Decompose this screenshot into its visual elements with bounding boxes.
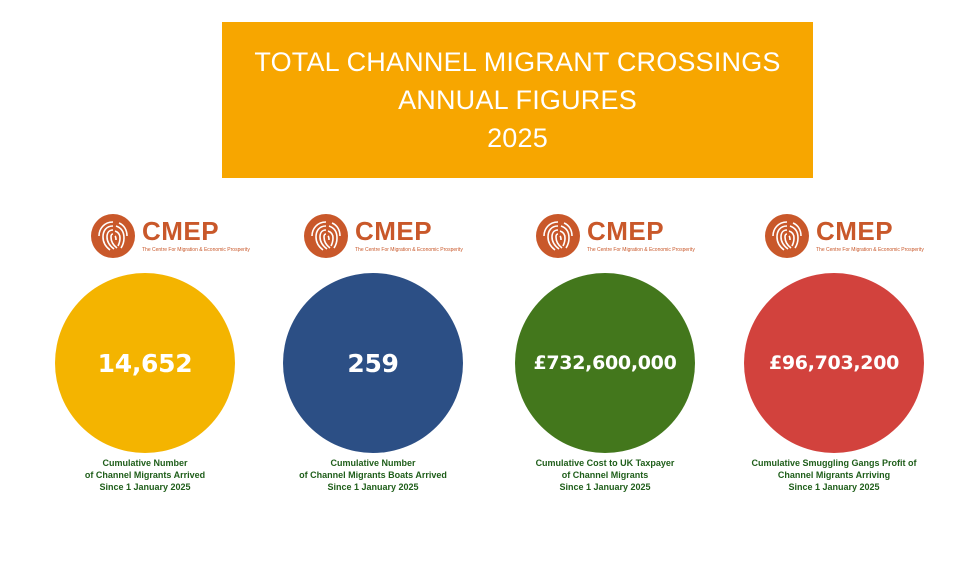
stat-card-boats: CMEP The Centre For Migration & Economic…: [263, 205, 483, 505]
logo-tagline: The Centre For Migration & Economic Pros…: [587, 247, 695, 253]
stat-circle-migrants: 14,652: [55, 273, 235, 453]
banner-title-line-3: 2025: [487, 123, 548, 153]
stat-circle-smuggling-profit: £96,703,200: [744, 273, 924, 453]
fingerprint-logo-icon: [765, 214, 809, 258]
cmep-logo: CMEP The Centre For Migration & Economic…: [535, 213, 695, 261]
caption-line: of Channel Migrants: [561, 470, 649, 480]
logo-wordmark: CMEP: [142, 216, 220, 246]
stat-card-smuggling-profit: CMEP The Centre For Migration & Economic…: [724, 205, 944, 505]
logo-wordmark: CMEP: [816, 216, 894, 246]
caption-line: Cumulative Cost to UK Taxpayer: [535, 458, 675, 468]
stat-caption-boats: Cumulative Number of Channel Migrants Bo…: [263, 457, 483, 493]
logo-wordmark: CMEP: [587, 216, 665, 246]
caption-line: of Channel Migrants Boats Arrived: [299, 470, 447, 480]
stat-circle-taxpayer-cost: £732,600,000: [515, 273, 695, 453]
stat-value-taxpayer-cost: £732,600,000: [533, 352, 677, 374]
caption-line: Since 1 January 2025: [559, 482, 651, 492]
logo-tagline: The Centre For Migration & Economic Pros…: [355, 247, 463, 253]
caption-line: Since 1 January 2025: [99, 482, 191, 492]
cmep-logo: CMEP The Centre For Migration & Economic…: [303, 213, 463, 261]
title-banner: TOTAL CHANNEL MIGRANT CROSSINGS ANNUAL F…: [222, 22, 813, 178]
caption-line: Cumulative Number: [102, 458, 188, 468]
banner-title-line-2: ANNUAL FIGURES: [398, 85, 637, 115]
caption-line: Since 1 January 2025: [327, 482, 419, 492]
caption-line: Channel Migrants Arriving: [777, 470, 891, 480]
fingerprint-logo-icon: [304, 214, 348, 258]
logo-wordmark: CMEP: [355, 216, 433, 246]
stat-card-migrants: CMEP The Centre For Migration & Economic…: [35, 205, 255, 505]
cmep-logo: CMEP The Centre For Migration & Economic…: [90, 213, 250, 261]
logo-tagline: The Centre For Migration & Economic Pros…: [816, 247, 924, 253]
stat-caption-taxpayer-cost: Cumulative Cost to UK Taxpayer of Channe…: [495, 457, 715, 493]
fingerprint-logo-icon: [91, 214, 135, 258]
stat-circle-boats: 259: [283, 273, 463, 453]
caption-line: Cumulative Smuggling Gangs Profit of: [751, 458, 917, 468]
cmep-logo: CMEP The Centre For Migration & Economic…: [764, 213, 924, 261]
caption-line: of Channel Migrants Arrived: [84, 470, 206, 480]
stat-value-smuggling-profit: £96,703,200: [768, 352, 900, 374]
stat-value-migrants: 14,652: [97, 348, 193, 378]
stat-caption-smuggling-profit: Cumulative Smuggling Gangs Profit of Cha…: [724, 457, 944, 493]
fingerprint-logo-icon: [536, 214, 580, 258]
logo-tagline: The Centre For Migration & Economic Pros…: [142, 247, 250, 253]
stat-caption-migrants: Cumulative Number of Channel Migrants Ar…: [35, 457, 255, 493]
stat-card-taxpayer-cost: CMEP The Centre For Migration & Economic…: [495, 205, 715, 505]
stat-value-boats: 259: [347, 348, 399, 378]
banner-title-line-1: TOTAL CHANNEL MIGRANT CROSSINGS: [254, 47, 781, 77]
caption-line: Cumulative Number: [330, 458, 416, 468]
caption-line: Since 1 January 2025: [788, 482, 880, 492]
